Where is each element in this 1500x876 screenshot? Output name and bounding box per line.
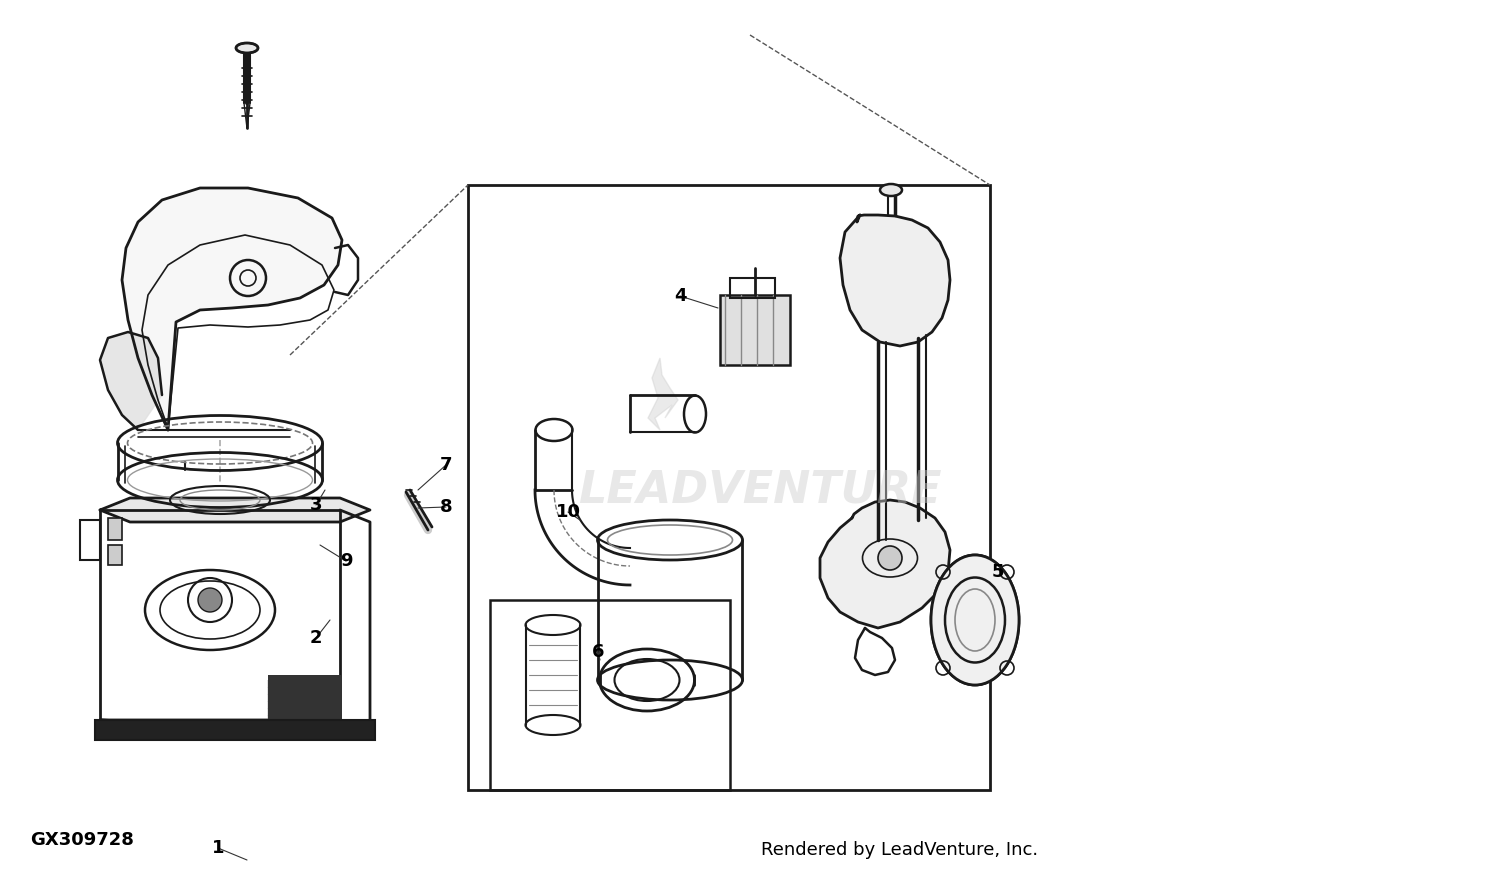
Text: 8: 8 bbox=[440, 498, 453, 516]
Ellipse shape bbox=[236, 43, 258, 53]
Bar bbox=[108, 545, 122, 565]
Text: 7: 7 bbox=[440, 456, 453, 474]
Text: 5: 5 bbox=[992, 563, 1005, 581]
Ellipse shape bbox=[880, 184, 902, 196]
Bar bbox=[468, 185, 990, 790]
Bar bbox=[108, 518, 122, 540]
Text: #cccccc: #cccccc bbox=[728, 499, 734, 500]
Text: 3: 3 bbox=[309, 496, 322, 514]
Text: 9: 9 bbox=[339, 552, 352, 570]
Text: 6: 6 bbox=[591, 643, 604, 661]
Polygon shape bbox=[100, 332, 162, 430]
Circle shape bbox=[198, 588, 222, 612]
Bar bbox=[94, 720, 375, 740]
Text: Rendered by LeadVenture, Inc.: Rendered by LeadVenture, Inc. bbox=[762, 841, 1038, 859]
Text: 2: 2 bbox=[309, 629, 322, 647]
Bar bbox=[268, 675, 342, 725]
Text: 10: 10 bbox=[555, 503, 580, 521]
Bar bbox=[80, 520, 100, 560]
Text: 1: 1 bbox=[211, 839, 225, 857]
Circle shape bbox=[878, 546, 902, 570]
Text: LEADVENTURE: LEADVENTURE bbox=[579, 469, 942, 512]
Text: GX309728: GX309728 bbox=[30, 831, 134, 849]
Bar bbox=[730, 278, 776, 298]
Bar bbox=[720, 295, 790, 365]
Bar bbox=[490, 600, 730, 790]
Text: 4: 4 bbox=[674, 287, 686, 305]
Polygon shape bbox=[648, 358, 678, 430]
Ellipse shape bbox=[932, 555, 1019, 685]
Polygon shape bbox=[821, 500, 950, 628]
Polygon shape bbox=[122, 188, 342, 430]
Polygon shape bbox=[100, 498, 370, 522]
Polygon shape bbox=[840, 215, 950, 346]
